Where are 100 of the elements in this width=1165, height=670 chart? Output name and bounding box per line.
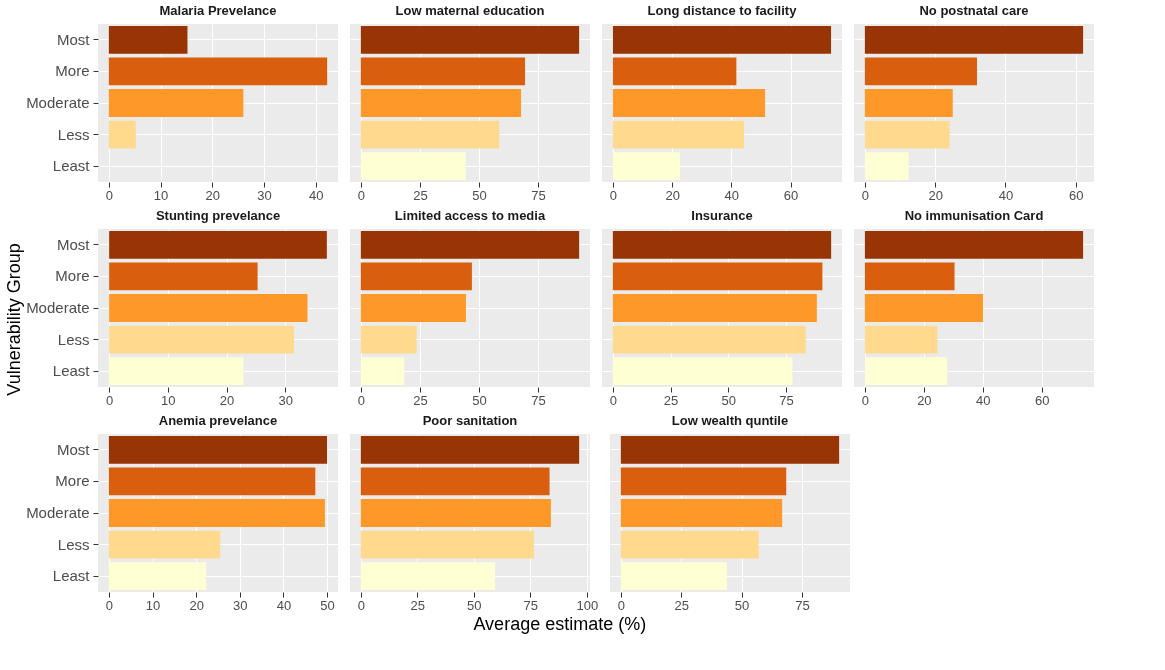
chart-title: Poor sanitation — [422, 413, 518, 428]
bar — [620, 499, 783, 527]
x-tick-label: 40 — [724, 187, 740, 203]
x-tick-label: 0 — [861, 392, 870, 408]
bar — [360, 262, 472, 291]
bar — [360, 294, 466, 322]
bar — [108, 562, 207, 591]
bar — [612, 89, 766, 117]
bar — [864, 230, 1084, 259]
x-tick-label: 10 — [161, 392, 176, 408]
bar — [360, 230, 580, 259]
x-tick-label: 100 — [576, 597, 599, 613]
x-tick-label: 10 — [153, 187, 169, 203]
x-tick-label: 75 — [523, 597, 539, 613]
bar — [864, 357, 948, 386]
chart-title: Low maternal education — [395, 3, 545, 18]
bar — [864, 89, 953, 117]
bar — [360, 325, 417, 354]
chart-title: Stunting prevelance — [155, 208, 281, 223]
x-tick-label: 30 — [257, 187, 272, 203]
bar — [109, 294, 308, 322]
chart-title: Insurance — [691, 208, 753, 223]
bar — [360, 562, 496, 591]
bar — [360, 357, 405, 386]
x-tick-label: 0 — [106, 392, 114, 408]
x-tick-label: 20 — [928, 187, 943, 203]
bar — [612, 325, 806, 354]
y-tick-label: Moderate — [26, 504, 90, 521]
bar — [620, 530, 759, 559]
bar — [109, 325, 294, 354]
bar — [108, 530, 221, 559]
bar — [612, 57, 737, 86]
y-tick-label: Moderate — [26, 299, 90, 316]
x-tick-label: 75 — [531, 392, 546, 408]
bar — [360, 499, 551, 527]
y-tick-label: Less — [57, 125, 90, 143]
x-tick-label: 0 — [357, 392, 365, 408]
x-tick-label: 60 — [1035, 392, 1050, 408]
x-tick-label: 50 — [467, 597, 482, 613]
x-axis-title: Average estimate (%) — [473, 614, 647, 634]
x-tick-label: 75 — [531, 187, 546, 203]
x-tick-label: 30 — [233, 597, 248, 613]
x-tick-label: 25 — [410, 597, 426, 613]
bar — [612, 262, 823, 291]
y-tick-label: Least — [52, 362, 91, 380]
x-tick-label: 0 — [609, 187, 618, 203]
bar — [108, 499, 325, 527]
bar — [108, 120, 136, 149]
x-tick-label: 25 — [674, 597, 689, 613]
x-tick-label: 0 — [609, 392, 617, 408]
bar — [612, 294, 817, 322]
bar — [360, 530, 534, 559]
chart-title: Malaria Prevelance — [159, 3, 277, 18]
y-tick-label: Least — [52, 157, 91, 175]
chart-title: No postnatal care — [919, 3, 1029, 18]
y-tick-label: Least — [52, 567, 91, 585]
bar — [360, 89, 522, 117]
x-tick-label: 25 — [413, 392, 428, 408]
x-tick-label: 20 — [205, 187, 221, 203]
y-tick-label: More — [55, 62, 90, 80]
x-tick-label: 30 — [278, 392, 293, 408]
bar — [864, 262, 955, 291]
y-tick-label: Most — [56, 440, 91, 458]
chart-title: Long distance to facility — [647, 3, 798, 18]
x-tick-label: 20 — [917, 392, 932, 408]
x-tick-label: 50 — [472, 187, 487, 203]
bar — [360, 152, 466, 181]
bar — [109, 357, 244, 386]
y-tick-label: Moderate — [26, 94, 90, 111]
bar — [864, 325, 938, 354]
y-axis-title: Vulnerability Group — [3, 243, 24, 396]
x-tick-label: 10 — [145, 597, 161, 613]
chart-title: Anemia prevelance — [158, 413, 278, 428]
bar — [360, 120, 500, 149]
x-tick-label: 75 — [779, 392, 794, 408]
x-tick-label: 25 — [413, 187, 428, 203]
x-tick-label: 25 — [663, 392, 679, 408]
bar — [612, 120, 745, 149]
bar — [360, 467, 550, 496]
x-tick-label: 0 — [357, 597, 365, 613]
x-tick-label: 40 — [276, 597, 292, 613]
chart-title: Low wealth quntile — [671, 413, 789, 428]
x-tick-label: 60 — [783, 187, 799, 203]
chart-title: Limited access to media — [394, 208, 546, 223]
bar — [108, 467, 316, 496]
x-tick-label: 50 — [320, 597, 335, 613]
bar — [864, 294, 984, 322]
x-tick-label: 0 — [105, 187, 113, 203]
bar — [864, 57, 977, 86]
bar — [864, 120, 950, 149]
y-tick-label: Most — [56, 235, 91, 253]
x-tick-label: 0 — [105, 597, 114, 613]
x-tick-label: 0 — [357, 187, 365, 203]
x-tick-label: 20 — [219, 392, 235, 408]
y-tick-label: Most — [56, 30, 91, 48]
bar — [864, 25, 1084, 54]
bar — [108, 25, 188, 54]
chart-title: No immunisation Card — [904, 208, 1044, 223]
x-tick-label: 0 — [617, 597, 625, 613]
bar — [109, 262, 258, 291]
